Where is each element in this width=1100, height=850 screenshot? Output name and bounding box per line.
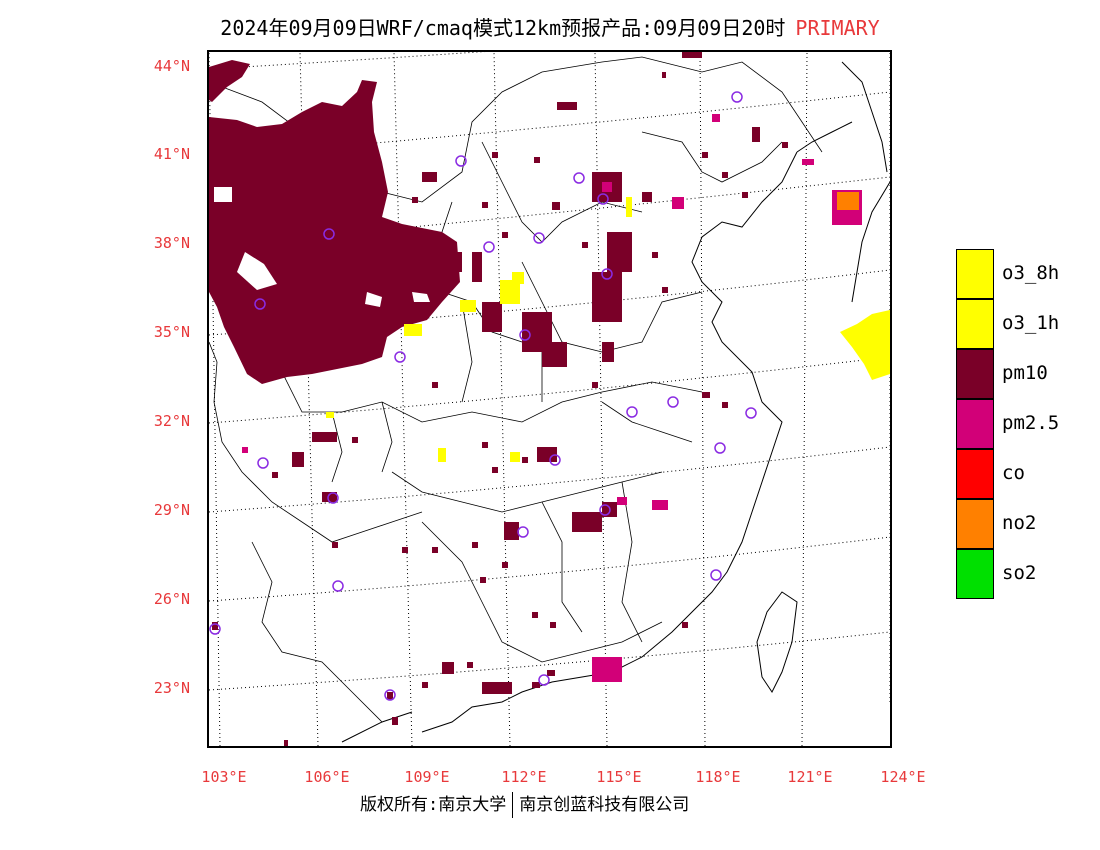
- legend-label: o3_1h: [1002, 312, 1060, 334]
- lon-label-106: 106°E: [304, 768, 350, 786]
- lat-label-23: 23°N: [153, 679, 190, 697]
- lat-label-26: 26°N: [153, 590, 190, 608]
- copyright-right: 南京创蓝科技有限公司: [519, 795, 690, 815]
- lat-label-38: 38°N: [153, 234, 190, 252]
- station-markers: [209, 91, 757, 701]
- lon-label-103: 103°E: [201, 768, 247, 786]
- legend-swatch: [956, 549, 994, 599]
- legend-label: no2: [1002, 512, 1037, 534]
- taiwan-outline: [756, 591, 798, 693]
- copyright-left: 版权所有:南京大学: [360, 795, 507, 815]
- copyright-footer: 版权所有:南京大学 南京创蓝科技有限公司: [360, 790, 689, 818]
- pm10-region: [209, 52, 760, 694]
- lat-label-29: 29°N: [153, 501, 190, 519]
- legend-label: pm10: [1002, 362, 1048, 384]
- lat-label-32: 32°N: [153, 412, 190, 430]
- lat-label-41: 41°N: [153, 145, 190, 163]
- legend-swatch: [956, 449, 994, 499]
- legend-label: pm2.5: [1002, 412, 1060, 434]
- pm10-scatter: [212, 72, 788, 746]
- lon-label-121: 121°E: [787, 768, 833, 786]
- lon-label-112: 112°E: [501, 768, 547, 786]
- map-title: 2024年09月09日WRF/cmaq模式12km预报产品:09月09日20时 P…: [0, 12, 1100, 41]
- coastline: [341, 61, 890, 743]
- legend-label: o3_8h: [1002, 262, 1060, 284]
- footer-divider: [512, 792, 514, 818]
- forecast-map[interactable]: [207, 50, 892, 748]
- lon-label-109: 109°E: [404, 768, 450, 786]
- legend-swatch: [956, 299, 994, 349]
- legend-label: so2: [1002, 562, 1037, 584]
- legend-swatch: [956, 399, 994, 449]
- lat-label-35: 35°N: [153, 323, 190, 341]
- legend-swatch: [956, 249, 994, 299]
- title-text: 2024年09月09日WRF/cmaq模式12km预报产品:09月09日20时: [220, 16, 786, 40]
- legend-swatch: [956, 349, 994, 399]
- lon-label-115: 115°E: [596, 768, 642, 786]
- no2-region: [837, 192, 859, 210]
- legend-swatch: [956, 499, 994, 549]
- title-tag: PRIMARY: [795, 16, 880, 40]
- lon-label-124: 124°E: [880, 768, 926, 786]
- o3-region: [326, 197, 890, 462]
- lon-label-118: 118°E: [695, 768, 741, 786]
- map-canvas: [209, 52, 890, 746]
- legend-label: co: [1002, 462, 1025, 484]
- lat-label-44: 44°N: [153, 57, 190, 75]
